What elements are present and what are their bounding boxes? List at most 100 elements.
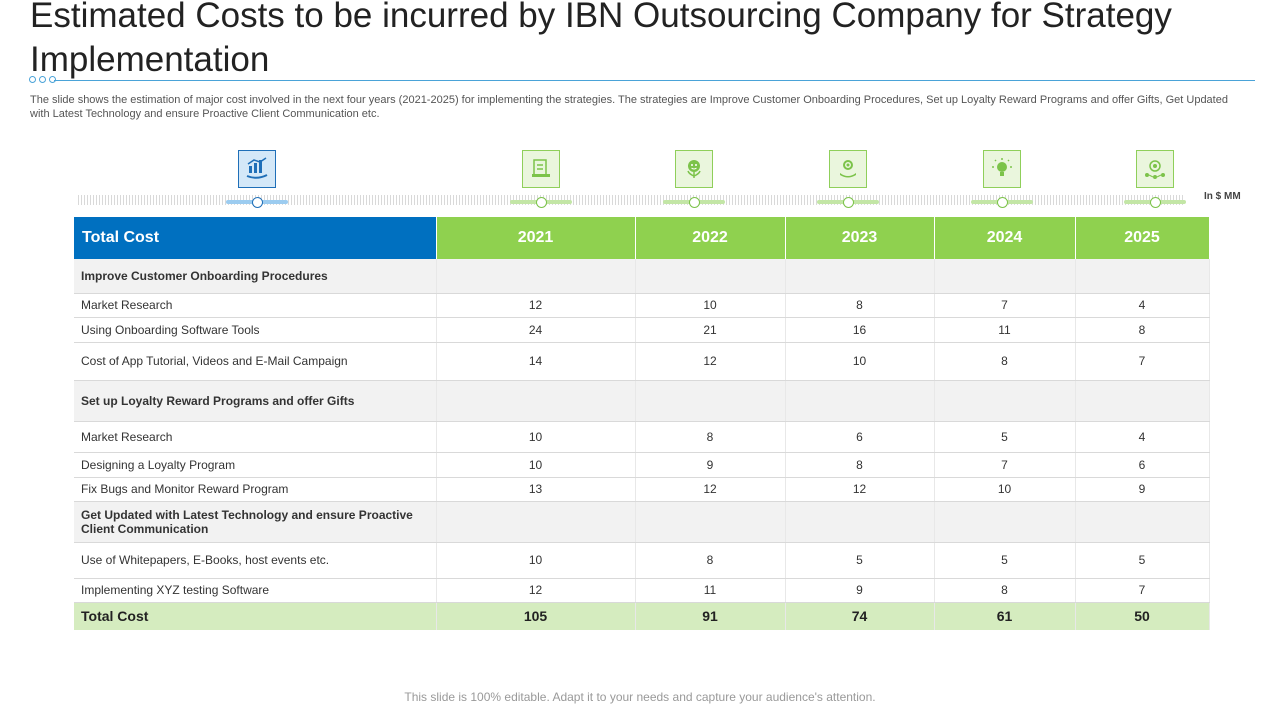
value-cell: 8 <box>785 452 935 478</box>
value-cell <box>436 380 636 422</box>
value-cell: 7 <box>934 293 1076 318</box>
value-cell <box>785 259 935 294</box>
header-cell: Total Cost <box>74 217 437 259</box>
lightbulb-icon <box>983 150 1021 188</box>
unit-label: In $ MM <box>1204 191 1241 202</box>
value-cell: 10 <box>934 477 1076 502</box>
header-cell: 2025 <box>1075 217 1210 259</box>
value-cell: 4 <box>1075 293 1210 318</box>
cost-table: Total Cost 2021 2022 2023 2024 2025 Impr… <box>74 217 1210 630</box>
value-cell <box>436 259 636 294</box>
icon-column-2 <box>663 150 727 208</box>
value-cell: 5 <box>785 542 935 579</box>
value-cell <box>934 259 1076 294</box>
row-label: Total Cost <box>74 602 437 630</box>
icon-column-0 <box>226 150 290 208</box>
title-rule <box>54 80 1255 81</box>
table-row: Implementing XYZ testing Software 12 11 9 8 7 <box>74 578 1210 603</box>
value-cell: 91 <box>635 602 786 630</box>
value-cell: 6 <box>785 421 935 453</box>
value-cell <box>635 380 786 422</box>
value-cell: 5 <box>934 421 1076 453</box>
value-cell: 16 <box>785 317 935 343</box>
value-cell: 12 <box>436 293 636 318</box>
value-cell: 10 <box>436 542 636 579</box>
value-cell <box>635 501 786 543</box>
value-cell: 8 <box>635 542 786 579</box>
row-label: Get Updated with Latest Technology and e… <box>74 501 437 543</box>
value-cell: 9 <box>1075 477 1210 502</box>
table-row: Market Research 10 8 6 5 4 <box>74 421 1210 453</box>
value-cell <box>785 380 935 422</box>
header-cell: 2024 <box>934 217 1076 259</box>
row-label: Fix Bugs and Monitor Reward Program <box>74 477 437 502</box>
table-row: Market Research 12 10 8 7 4 <box>74 293 1210 318</box>
value-cell: 105 <box>436 602 636 630</box>
value-cell <box>436 501 636 543</box>
icon-column-1 <box>510 150 574 208</box>
value-cell <box>934 380 1076 422</box>
value-cell: 5 <box>1075 542 1210 579</box>
value-cell <box>1075 501 1210 543</box>
value-cell: 10 <box>785 342 935 381</box>
value-cell: 50 <box>1075 602 1210 630</box>
section-row: Set up Loyalty Reward Programs and offer… <box>74 380 1210 422</box>
table-row: Cost of App Tutorial, Videos and E-Mail … <box>74 342 1210 381</box>
cost-chart-hand-icon <box>238 150 276 188</box>
row-label: Market Research <box>74 293 437 318</box>
row-label: Cost of App Tutorial, Videos and E-Mail … <box>74 342 437 381</box>
table-row: Using Onboarding Software Tools 24 21 16 11 8 <box>74 317 1210 343</box>
row-label: Implementing XYZ testing Software <box>74 578 437 603</box>
value-cell: 10 <box>436 421 636 453</box>
value-cell <box>1075 259 1210 294</box>
value-cell: 14 <box>436 342 636 381</box>
row-label: Market Research <box>74 421 437 453</box>
page-title: Estimated Costs to be incurred by IBN Ou… <box>30 0 1172 79</box>
value-cell: 24 <box>436 317 636 343</box>
value-cell <box>635 259 786 294</box>
hand-gear-icon <box>829 150 867 188</box>
value-cell: 11 <box>635 578 786 603</box>
header-cell: 2023 <box>785 217 935 259</box>
value-cell: 9 <box>785 578 935 603</box>
table-row: Fix Bugs and Monitor Reward Program 13 12 1… <box>74 477 1210 502</box>
icon-column-4 <box>971 150 1035 208</box>
value-cell <box>934 501 1076 543</box>
total-row: Total Cost 105 91 74 61 50 <box>74 602 1210 630</box>
timeline-marker <box>689 197 700 208</box>
icon-column-3 <box>817 150 881 208</box>
section-row: Get Updated with Latest Technology and e… <box>74 501 1210 543</box>
row-label: Use of Whitepapers, E-Books, host events… <box>74 542 437 579</box>
value-cell <box>785 501 935 543</box>
value-cell: 8 <box>934 578 1076 603</box>
row-label: Designing a Loyalty Program <box>74 452 437 478</box>
row-label: Set up Loyalty Reward Programs and offer… <box>74 380 437 422</box>
value-cell: 6 <box>1075 452 1210 478</box>
footer-note: This slide is 100% editable. Adapt it to… <box>404 690 876 704</box>
timeline-marker <box>536 197 547 208</box>
value-cell <box>1075 380 1210 422</box>
icon-column-5 <box>1124 150 1188 208</box>
table-row: Use of Whitepapers, E-Books, host events… <box>74 542 1210 579</box>
timeline-marker <box>1150 197 1161 208</box>
value-cell: 7 <box>1075 578 1210 603</box>
timeline-marker <box>843 197 854 208</box>
row-label: Using Onboarding Software Tools <box>74 317 437 343</box>
value-cell: 13 <box>436 477 636 502</box>
value-cell: 12 <box>635 342 786 381</box>
network-people-icon <box>1136 150 1174 188</box>
value-cell: 8 <box>934 342 1076 381</box>
table-header-row: Total Cost 2021 2022 2023 2024 2025 <box>74 217 1210 259</box>
smiley-plant-icon <box>675 150 713 188</box>
table-row: Designing a Loyalty Program 10 9 8 7 6 <box>74 452 1210 478</box>
page-subtitle: The slide shows the estimation of major … <box>30 94 1228 120</box>
value-cell: 10 <box>635 293 786 318</box>
value-cell: 12 <box>635 477 786 502</box>
value-cell: 5 <box>934 542 1076 579</box>
value-cell: 7 <box>1075 342 1210 381</box>
icon-timeline <box>78 195 1184 205</box>
value-cell: 10 <box>436 452 636 478</box>
value-cell: 8 <box>635 421 786 453</box>
value-cell: 74 <box>785 602 935 630</box>
title-decoration-dots <box>29 76 56 83</box>
